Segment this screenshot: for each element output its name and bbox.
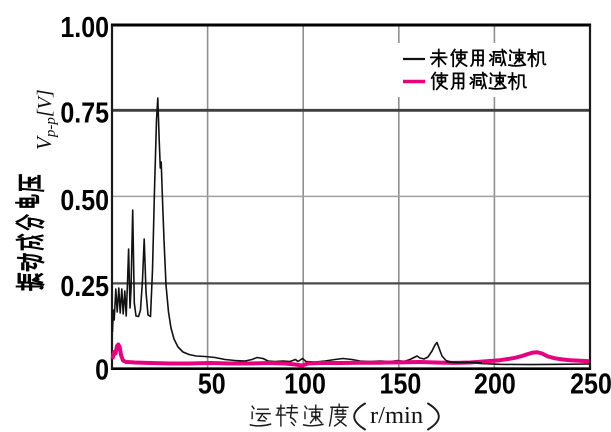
svg-text:1.00: 1.00 [60,10,109,43]
svg-text:50: 50 [198,367,226,400]
svg-text:0.50: 0.50 [60,183,109,216]
svg-text:200: 200 [474,367,516,400]
svg-text:r/min: r/min [370,402,423,429]
svg-text:250: 250 [570,367,611,400]
svg-text:150: 150 [380,367,422,400]
svg-text:100: 100 [284,367,326,400]
svg-text:Vp-p[V]: Vp-p[V] [32,89,59,150]
svg-text:0.75: 0.75 [60,96,109,129]
svg-text:0: 0 [95,353,109,386]
svg-text:0.25: 0.25 [60,269,109,302]
